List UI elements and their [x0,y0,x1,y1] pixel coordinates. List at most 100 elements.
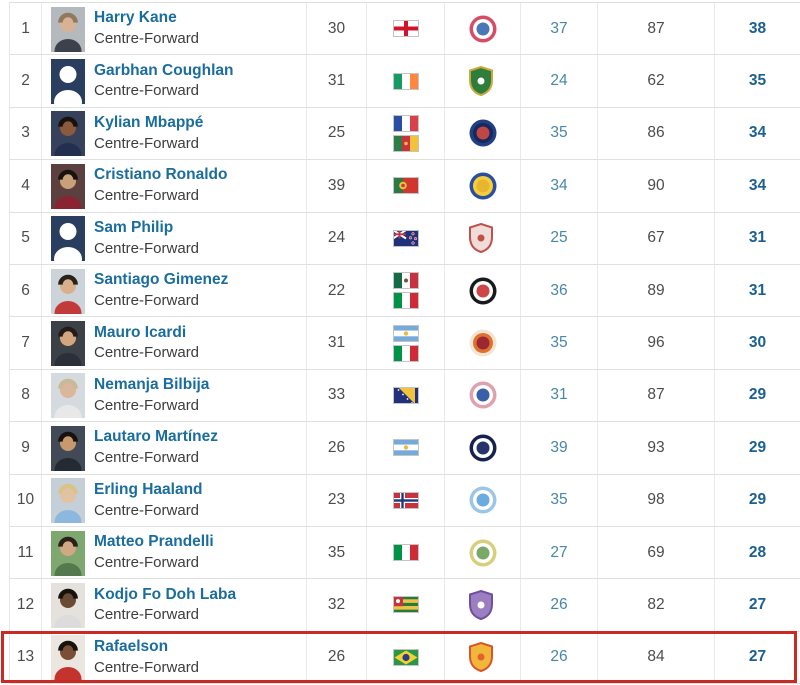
club-badge-icon[interactable] [468,66,498,97]
rank-number: 6 [21,281,30,299]
table-row[interactable]: 3 Kylian Mbappé Centre-Forward 25 35 86 … [10,107,800,168]
stat3-link[interactable]: 29 [748,491,767,509]
stat3-link[interactable]: 31 [748,281,767,299]
table-row[interactable]: 13 Rafaelson Centre-Forward 26 26 84 27 [10,631,800,685]
table-row[interactable]: 8 Nemanja Bilbija Centre-Forward 33 31 8… [10,369,800,430]
table-row[interactable]: 12 Kodjo Fo Doh Laba Centre-Forward 32 2… [10,579,800,639]
table-row[interactable]: 2 Garbhan Coughlan Centre-Forward 31 24 … [10,55,800,115]
stat1-cell: 39 [521,422,598,474]
stat2-cell: 84 [598,631,715,684]
flag-icon-portugal [392,177,419,195]
age-cell: 22 [307,264,367,317]
rank-cell: 5 [10,212,42,264]
club-badge-icon[interactable] [468,642,498,673]
stat3-link[interactable]: 34 [748,124,767,142]
player-name-block: Lautaro Martínez Centre-Forward [94,427,218,468]
club-badge-icon[interactable] [468,171,498,201]
stat3-link[interactable]: 27 [748,595,767,613]
player-position-label: Centre-Forward [94,344,200,362]
club-badge-icon[interactable] [468,485,498,515]
player-name-link[interactable]: Rafaelson [94,637,169,655]
nationality-cell [367,579,445,631]
player-position-label: Centre-Forward [94,553,200,571]
stat1-link[interactable]: 35 [550,491,568,509]
age-cell: 24 [307,212,367,264]
player-name-link[interactable]: Harry Kane [94,9,177,27]
table-row[interactable]: 5 Sam Philip Centre-Forward 24 25 67 31 [10,212,800,272]
rank-number: 10 [16,491,35,509]
stat1-cell: 26 [521,631,598,684]
stat1-link[interactable]: 31 [550,386,568,404]
player-name-block: Garbhan Coughlan Centre-Forward [94,61,234,102]
stat1-link[interactable]: 24 [550,72,568,90]
flag-icon-argentina [392,439,419,457]
player-name-link[interactable]: Santiago Gimenez [94,271,229,289]
stat3-link[interactable]: 29 [748,386,767,404]
player-name-block: Mauro Icardi Centre-Forward [94,323,199,364]
player-name-link[interactable]: Lautaro Martínez [94,428,219,446]
stat3-link[interactable]: 38 [748,19,767,37]
rank-number: 1 [21,19,30,37]
player-photo [51,582,85,639]
player-name-link[interactable]: Sam Philip [94,218,174,236]
stat2-cell: 87 [598,369,715,422]
stat1-cell: 25 [521,212,598,264]
age-cell: 30 [307,3,367,55]
club-badge-icon[interactable] [468,589,498,620]
stat1-cell: 36 [521,264,598,317]
stat1-link[interactable]: 36 [550,281,568,299]
stat3-link[interactable]: 31 [748,229,767,247]
table-row[interactable]: 4 Cristiano Ronaldo Centre-Forward 39 34… [10,160,800,220]
club-badge-icon[interactable] [468,14,498,44]
club-badge-icon[interactable] [468,538,498,568]
player-name-link[interactable]: Matteo Prandelli [94,533,214,551]
nationality-cell [367,107,445,160]
player-name-link[interactable]: Garbhan Coughlan [94,61,234,79]
table-row[interactable]: 1 Harry Kane Centre-Forward 30 37 87 38 [10,3,800,63]
table-row[interactable]: 11 Matteo Prandelli Centre-Forward 35 27… [10,526,800,587]
club-badge-icon[interactable] [468,276,498,306]
stat1-link[interactable]: 39 [550,438,568,456]
stat3-link[interactable]: 35 [748,72,767,90]
stat1-link[interactable]: 34 [550,176,568,194]
club-cell [445,3,521,55]
player-position-label: Centre-Forward [94,396,200,414]
nationality-cell [367,212,445,264]
table-row[interactable]: 6 Santiago Gimenez Centre-Forward 22 36 … [10,264,800,325]
stat1-link[interactable]: 35 [550,334,568,352]
stat2-value: 87 [647,386,665,404]
stat1-cell: 24 [521,55,598,107]
stat1-cell: 34 [521,160,598,212]
stat1-link[interactable]: 25 [550,229,568,247]
stat3-link[interactable]: 28 [748,543,767,561]
player-name-link[interactable]: Mauro Icardi [94,323,187,341]
player-name-link[interactable]: Erling Haaland [94,480,203,498]
stat1-link[interactable]: 27 [550,543,568,561]
rank-cell: 4 [10,160,42,212]
table-row[interactable]: 9 Lautaro Martínez Centre-Forward 26 39 … [10,422,800,482]
club-badge-icon[interactable] [468,118,498,148]
stat3-link[interactable]: 27 [748,648,767,666]
stat3-link[interactable]: 29 [748,438,767,456]
stat3-link[interactable]: 34 [748,176,767,194]
flag-icon-brazil [392,648,419,666]
stat1-link[interactable]: 37 [550,19,568,37]
player-name-block: Sam Philip Centre-Forward [94,218,199,259]
table-row[interactable]: 7 Mauro Icardi Centre-Forward 31 35 96 3… [10,317,800,378]
table-row[interactable]: 10 Erling Haaland Centre-Forward 23 35 9… [10,474,800,535]
club-badge-icon[interactable] [468,328,498,358]
player-name-link[interactable]: Kylian Mbappé [94,114,204,132]
player-name-link[interactable]: Cristiano Ronaldo [94,166,228,184]
club-badge-icon[interactable] [468,380,498,410]
stat1-link[interactable]: 35 [550,124,568,142]
player-name-link[interactable]: Nemanja Bilbija [94,376,210,393]
club-badge-icon[interactable] [468,223,498,254]
stat3-link[interactable]: 30 [748,334,767,352]
stat1-link[interactable]: 26 [550,648,568,666]
stat1-link[interactable]: 26 [550,595,568,613]
club-badge-icon[interactable] [468,433,498,463]
stat2-cell: 89 [598,264,715,317]
stat3-cell: 31 [715,265,800,316]
player-name-link[interactable]: Kodjo Fo Doh Laba [94,585,237,603]
stat2-cell: 69 [598,526,715,579]
